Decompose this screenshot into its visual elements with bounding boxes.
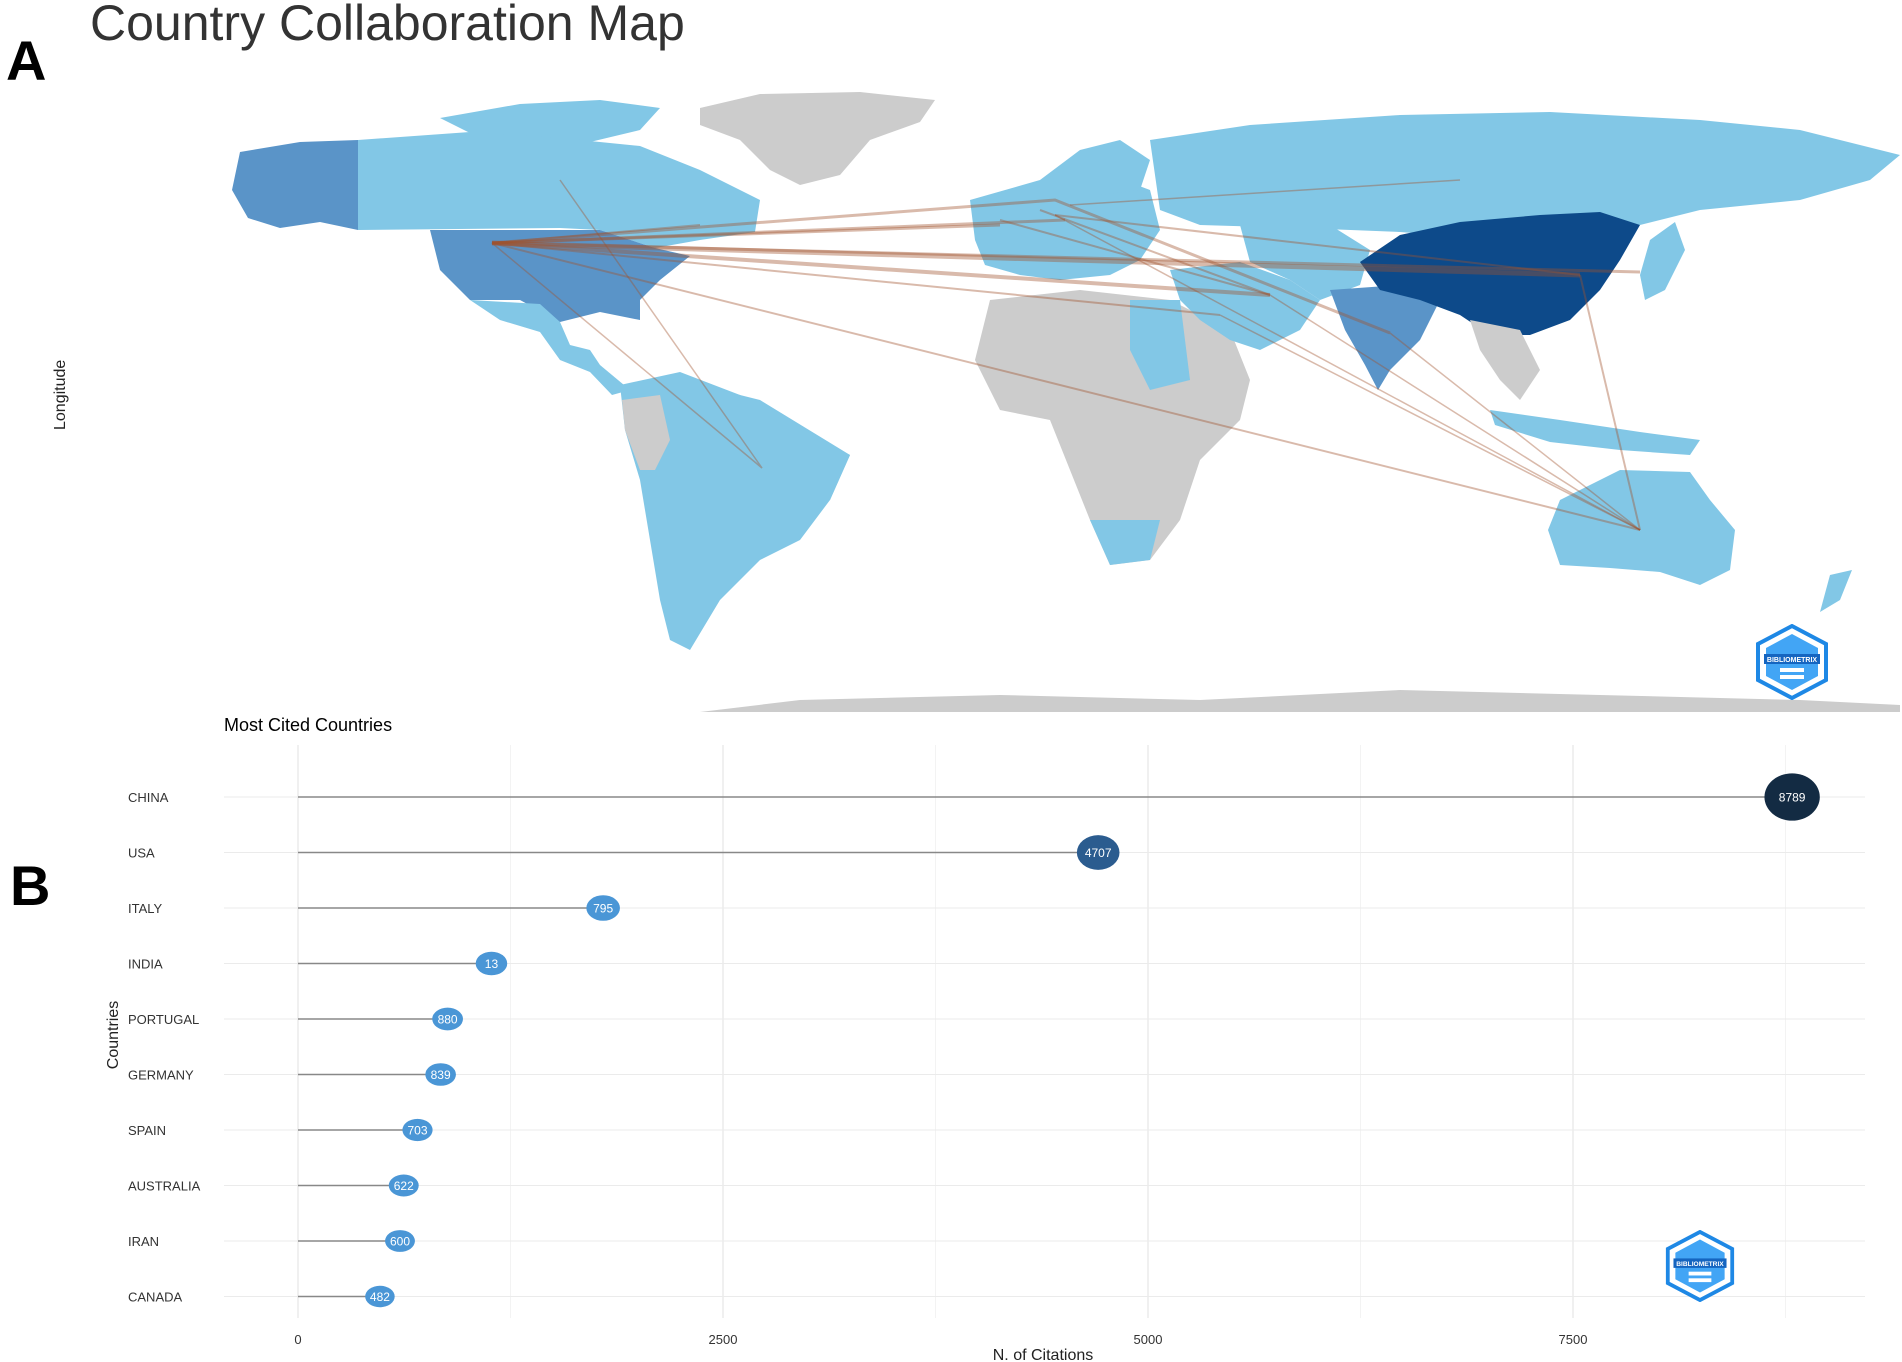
lollipop-dot bbox=[475, 951, 508, 976]
category-label: IRAN bbox=[128, 1234, 159, 1249]
link bbox=[491, 218, 1066, 245]
category-label: GERMANY bbox=[128, 1068, 194, 1083]
lollipop-dot bbox=[365, 1285, 395, 1308]
new-zealand bbox=[1820, 570, 1852, 612]
bibliometrix-logo-map: BIBLIOMETRIX bbox=[1754, 623, 1830, 705]
lollipop-dot bbox=[402, 1118, 433, 1142]
canada bbox=[358, 132, 760, 248]
south-africa bbox=[1090, 520, 1160, 565]
x-tick-label: 5000 bbox=[1134, 1332, 1163, 1347]
link bbox=[1579, 274, 1641, 531]
category-label: USA bbox=[128, 846, 155, 861]
link bbox=[1054, 214, 1641, 531]
japan bbox=[1640, 222, 1685, 300]
link bbox=[1039, 209, 1271, 296]
lollipop-dot bbox=[586, 895, 620, 921]
europe bbox=[970, 175, 1160, 280]
chart-category-labels: CHINA USA ITALY INDIA PORTUGAL GERMANY SPAIN AU… bbox=[128, 790, 201, 1305]
lollipop-dot bbox=[1076, 835, 1120, 870]
link bbox=[1219, 314, 1641, 531]
link bbox=[491, 224, 701, 244]
x-tick-label: 2500 bbox=[709, 1332, 738, 1347]
scandinavia bbox=[1040, 140, 1150, 195]
link bbox=[491, 241, 1641, 274]
chart-x-tick-labels: 0 2500 5000 7500 bbox=[294, 1332, 1587, 1347]
brazil bbox=[680, 380, 850, 520]
lollipop-value-label: 4707 bbox=[1085, 846, 1112, 860]
chart-title: Most Cited Countries bbox=[224, 715, 392, 735]
lollipop-value-label: 795 bbox=[593, 902, 613, 916]
x-tick-label: 7500 bbox=[1559, 1332, 1588, 1347]
central-asia bbox=[1240, 225, 1370, 300]
collaboration-links bbox=[491, 179, 1641, 531]
link bbox=[491, 179, 763, 469]
chart-dots: 8789 4707 795 13 880 839 703 622 600 482 bbox=[365, 773, 1820, 1308]
link bbox=[491, 241, 1271, 297]
chart-stems bbox=[298, 796, 1793, 1298]
lollipop-dot bbox=[388, 1174, 419, 1197]
lollipop-value-label: 703 bbox=[407, 1124, 427, 1138]
link bbox=[491, 240, 1581, 278]
link bbox=[1269, 294, 1641, 531]
x-tick-label: 0 bbox=[294, 1332, 301, 1347]
category-label: SPAIN bbox=[128, 1123, 166, 1138]
russia bbox=[1150, 112, 1900, 240]
link bbox=[491, 242, 1221, 316]
lollipop-dot bbox=[425, 1063, 456, 1086]
indonesia bbox=[1490, 410, 1700, 455]
map-title: Country Collaboration Map bbox=[90, 0, 685, 51]
collaboration-map bbox=[232, 92, 1900, 712]
link bbox=[1389, 332, 1641, 531]
category-label: CHINA bbox=[128, 790, 169, 805]
lollipop-value-label: 880 bbox=[438, 1013, 458, 1027]
lollipop-value-label: 13 bbox=[485, 957, 499, 971]
category-label: PORTUGAL bbox=[128, 1012, 199, 1027]
link bbox=[491, 242, 1641, 531]
panel-a-letter: A bbox=[6, 29, 47, 92]
category-label: AUSTRALIA bbox=[128, 1179, 201, 1194]
middle-east bbox=[1170, 262, 1320, 350]
lollipop-value-label: 839 bbox=[431, 1068, 451, 1082]
category-label: ITALY bbox=[128, 901, 163, 916]
chart-y-axis-label: Countries bbox=[105, 1001, 122, 1069]
mexico bbox=[470, 300, 630, 395]
arctic-islands bbox=[440, 100, 660, 142]
lollipop-value-label: 482 bbox=[370, 1290, 390, 1304]
link bbox=[491, 198, 1391, 335]
lollipop-dot bbox=[432, 1007, 463, 1031]
link bbox=[491, 223, 1001, 245]
southeast-asia bbox=[1470, 320, 1540, 400]
andes-grey bbox=[622, 395, 670, 470]
sudan-region bbox=[1130, 300, 1190, 390]
bibliometrix-logo-chart: BIBLIOMETRIX bbox=[1664, 1229, 1736, 1307]
category-label: INDIA bbox=[128, 957, 163, 972]
chart-x-axis-label: N. of Citations bbox=[993, 1347, 1093, 1362]
lollipop-value-label: 8789 bbox=[1779, 791, 1806, 805]
usa bbox=[430, 230, 690, 322]
category-label: CANADA bbox=[128, 1290, 183, 1305]
lollipop-dot bbox=[1764, 773, 1820, 821]
india bbox=[1330, 285, 1440, 390]
alaska bbox=[232, 140, 358, 230]
lollipop-value-label: 600 bbox=[390, 1235, 410, 1249]
map-landmasses bbox=[232, 92, 1900, 712]
australia bbox=[1548, 470, 1735, 585]
panel-b-letter: B bbox=[10, 854, 51, 917]
lollipop-value-label: 622 bbox=[394, 1179, 414, 1193]
svg-text:BIBLIOMETRIX: BIBLIOMETRIX bbox=[1676, 1261, 1724, 1268]
link bbox=[1054, 214, 1581, 276]
antarctica bbox=[700, 690, 1900, 712]
link bbox=[999, 219, 1271, 296]
greenland bbox=[700, 92, 935, 185]
link bbox=[1069, 179, 1461, 206]
china bbox=[1360, 212, 1640, 335]
chart-gridlines bbox=[224, 745, 1865, 1318]
svg-text:BIBLIOMETRIX: BIBLIOMETRIX bbox=[1767, 657, 1817, 664]
lollipop-dot bbox=[385, 1230, 415, 1252]
